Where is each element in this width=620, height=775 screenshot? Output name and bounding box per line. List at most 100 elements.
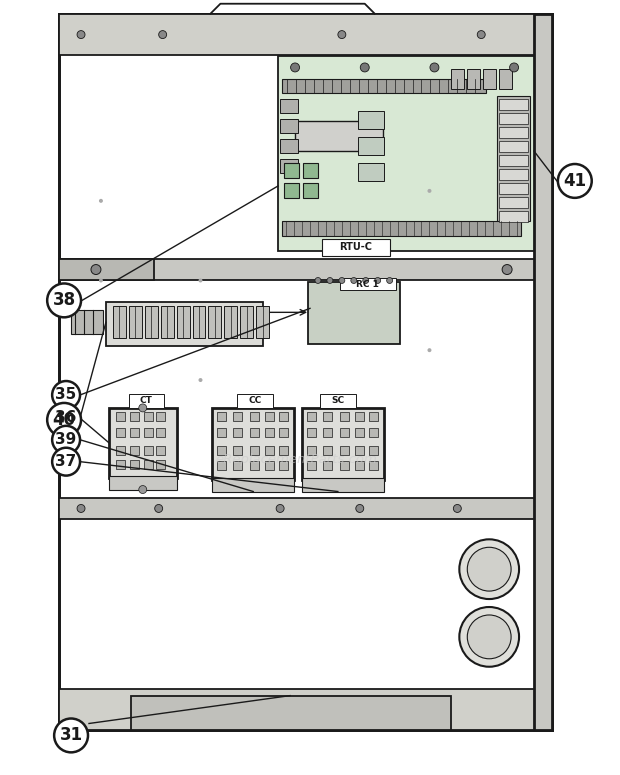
Bar bbox=[256, 306, 269, 338]
Bar bbox=[340, 446, 349, 455]
Bar bbox=[116, 412, 125, 421]
Bar bbox=[279, 460, 288, 470]
Bar bbox=[144, 460, 153, 469]
Bar bbox=[340, 428, 349, 437]
Bar bbox=[241, 306, 253, 338]
Bar bbox=[59, 259, 154, 281]
Bar bbox=[355, 412, 364, 421]
Circle shape bbox=[99, 278, 103, 282]
Bar bbox=[265, 412, 274, 421]
Bar bbox=[218, 428, 226, 437]
Bar bbox=[483, 70, 496, 89]
Bar bbox=[144, 412, 153, 421]
Bar bbox=[113, 306, 126, 338]
Bar bbox=[237, 394, 273, 408]
Circle shape bbox=[459, 607, 519, 666]
Bar bbox=[109, 476, 177, 490]
Bar bbox=[144, 446, 153, 455]
Circle shape bbox=[430, 63, 439, 72]
Bar bbox=[499, 169, 528, 180]
Bar bbox=[250, 428, 259, 437]
Bar bbox=[130, 460, 139, 469]
Circle shape bbox=[139, 486, 147, 494]
Bar bbox=[295, 121, 383, 151]
Circle shape bbox=[453, 505, 461, 512]
Bar bbox=[213, 408, 294, 480]
Bar bbox=[534, 14, 552, 731]
Bar bbox=[355, 446, 364, 455]
Bar bbox=[499, 183, 528, 194]
Circle shape bbox=[558, 164, 591, 198]
Bar bbox=[280, 99, 298, 113]
Bar bbox=[109, 408, 177, 477]
Bar bbox=[499, 141, 528, 152]
Text: 40: 40 bbox=[53, 411, 76, 429]
Bar bbox=[233, 446, 242, 455]
Bar bbox=[129, 394, 164, 408]
Circle shape bbox=[467, 615, 511, 659]
Circle shape bbox=[91, 264, 101, 274]
Bar bbox=[497, 96, 530, 221]
Bar bbox=[144, 306, 157, 338]
Bar bbox=[323, 460, 332, 470]
Circle shape bbox=[47, 403, 81, 437]
Bar bbox=[116, 460, 125, 469]
Bar bbox=[233, 460, 242, 470]
Bar bbox=[323, 428, 332, 437]
Bar bbox=[130, 412, 139, 421]
Text: 37: 37 bbox=[55, 454, 77, 469]
Text: RTU-C: RTU-C bbox=[339, 242, 372, 252]
Circle shape bbox=[327, 277, 333, 284]
Bar bbox=[131, 696, 451, 731]
Circle shape bbox=[374, 277, 381, 284]
Bar bbox=[282, 221, 521, 236]
Circle shape bbox=[467, 547, 511, 591]
Bar bbox=[156, 460, 165, 469]
Bar bbox=[307, 460, 316, 470]
Bar bbox=[355, 428, 364, 437]
Bar bbox=[213, 477, 294, 491]
Bar bbox=[302, 408, 384, 480]
Bar bbox=[233, 412, 242, 421]
Bar bbox=[106, 302, 264, 346]
Text: 39: 39 bbox=[55, 432, 77, 447]
Bar bbox=[156, 446, 165, 455]
Bar bbox=[451, 70, 464, 89]
Bar bbox=[59, 14, 534, 56]
Bar bbox=[467, 70, 481, 89]
Bar bbox=[284, 183, 299, 198]
Text: SC: SC bbox=[331, 397, 345, 405]
Bar bbox=[233, 428, 242, 437]
Bar bbox=[369, 428, 378, 437]
Circle shape bbox=[77, 505, 85, 512]
Circle shape bbox=[139, 404, 147, 412]
Bar bbox=[340, 278, 396, 291]
Bar bbox=[320, 394, 356, 408]
Text: RC 1: RC 1 bbox=[356, 280, 379, 289]
Bar bbox=[130, 446, 139, 455]
Circle shape bbox=[99, 199, 103, 203]
Bar bbox=[499, 197, 528, 208]
Bar bbox=[323, 446, 332, 455]
Bar bbox=[161, 306, 174, 338]
Bar bbox=[59, 498, 534, 519]
Bar bbox=[499, 211, 528, 222]
Circle shape bbox=[363, 277, 369, 284]
Bar bbox=[280, 119, 298, 133]
Bar bbox=[369, 446, 378, 455]
Circle shape bbox=[291, 63, 299, 72]
Bar bbox=[59, 689, 534, 731]
Bar bbox=[308, 282, 400, 344]
Bar bbox=[499, 127, 528, 138]
Circle shape bbox=[502, 264, 512, 274]
Bar bbox=[156, 412, 165, 421]
Bar bbox=[280, 159, 298, 173]
Bar bbox=[303, 183, 318, 198]
Circle shape bbox=[427, 189, 432, 193]
Bar bbox=[323, 412, 332, 421]
Bar bbox=[499, 113, 528, 124]
Text: 31: 31 bbox=[60, 726, 82, 745]
Bar bbox=[193, 306, 205, 338]
Bar bbox=[307, 446, 316, 455]
Bar bbox=[250, 446, 259, 455]
